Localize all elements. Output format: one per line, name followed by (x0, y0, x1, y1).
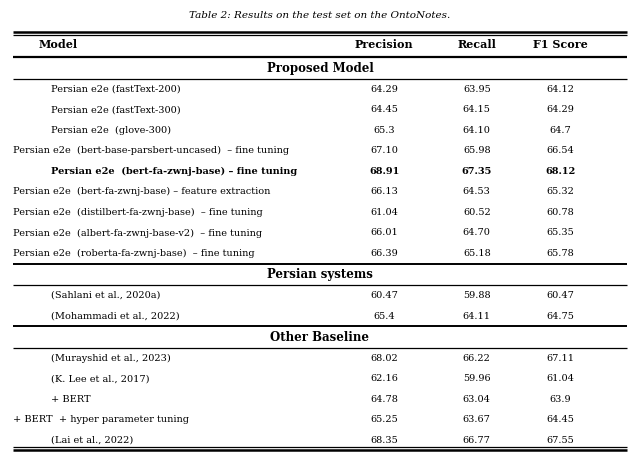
Text: Persian e2e  (bert-fa-zwnj-base) – feature extraction: Persian e2e (bert-fa-zwnj-base) – featur… (13, 187, 270, 197)
Text: 66.77: 66.77 (463, 436, 491, 445)
Text: + BERT  + hyper parameter tuning: + BERT + hyper parameter tuning (13, 415, 189, 424)
Text: Persian e2e (fastText-300): Persian e2e (fastText-300) (51, 105, 181, 114)
Text: 66.01: 66.01 (370, 228, 398, 238)
Text: 66.22: 66.22 (463, 354, 491, 363)
Text: 65.25: 65.25 (370, 415, 398, 424)
Text: 60.47: 60.47 (370, 291, 398, 300)
Text: 64.29: 64.29 (370, 85, 398, 94)
Text: (Sahlani et al., 2020a): (Sahlani et al., 2020a) (51, 291, 161, 300)
Text: 65.3: 65.3 (373, 126, 395, 135)
Text: 60.52: 60.52 (463, 208, 491, 217)
Text: 65.4: 65.4 (373, 312, 395, 320)
Text: 65.18: 65.18 (463, 249, 491, 258)
Text: 61.04: 61.04 (370, 208, 398, 217)
Text: 64.53: 64.53 (463, 187, 491, 197)
Text: 68.12: 68.12 (545, 167, 575, 176)
Text: 61.04: 61.04 (546, 374, 574, 383)
Text: 63.95: 63.95 (463, 85, 491, 94)
Text: 65.78: 65.78 (546, 249, 574, 258)
Text: 64.45: 64.45 (546, 415, 574, 424)
Text: 66.13: 66.13 (370, 187, 398, 197)
Text: Persian e2e  (roberta-fa-zwnj-base)  – fine tuning: Persian e2e (roberta-fa-zwnj-base) – fin… (13, 249, 255, 258)
Text: 64.45: 64.45 (370, 105, 398, 114)
Text: 63.9: 63.9 (549, 394, 571, 404)
Text: Proposed Model: Proposed Model (267, 62, 373, 75)
Text: 64.15: 64.15 (463, 105, 491, 114)
Text: 64.12: 64.12 (546, 85, 574, 94)
Text: 66.54: 66.54 (546, 147, 574, 155)
Text: Persian e2e  (distilbert-fa-zwnj-base)  – fine tuning: Persian e2e (distilbert-fa-zwnj-base) – … (13, 208, 262, 217)
Text: 64.29: 64.29 (546, 105, 574, 114)
Text: Precision: Precision (355, 39, 413, 50)
Text: Other Baseline: Other Baseline (271, 331, 369, 344)
Text: 68.02: 68.02 (370, 354, 398, 363)
Text: (Lai et al., 2022): (Lai et al., 2022) (51, 436, 134, 445)
Text: Persian e2e  (bert-fa-zwnj-base) – fine tuning: Persian e2e (bert-fa-zwnj-base) – fine t… (51, 167, 298, 176)
Text: 64.11: 64.11 (463, 312, 491, 320)
Text: 63.67: 63.67 (463, 415, 491, 424)
Text: 59.88: 59.88 (463, 291, 491, 300)
Text: Recall: Recall (458, 39, 496, 50)
Text: 60.47: 60.47 (546, 291, 574, 300)
Text: 64.78: 64.78 (370, 394, 398, 404)
Text: 65.35: 65.35 (546, 228, 574, 238)
Text: 60.78: 60.78 (546, 208, 574, 217)
Text: 64.75: 64.75 (546, 312, 574, 320)
Text: Persian systems: Persian systems (267, 268, 373, 281)
Text: 63.04: 63.04 (463, 394, 491, 404)
Text: 65.32: 65.32 (546, 187, 574, 197)
Text: 67.11: 67.11 (546, 354, 574, 363)
Text: 67.55: 67.55 (546, 436, 574, 445)
Text: Persian e2e (fastText-200): Persian e2e (fastText-200) (51, 85, 181, 94)
Text: 64.70: 64.70 (463, 228, 491, 238)
Text: Table 2: Results on the test set on the OntoNotes.: Table 2: Results on the test set on the … (189, 11, 451, 20)
Text: (Mohammadi et al., 2022): (Mohammadi et al., 2022) (51, 312, 180, 320)
Text: 67.10: 67.10 (370, 147, 398, 155)
Text: (Murayshid et al., 2023): (Murayshid et al., 2023) (51, 354, 171, 363)
Text: Model: Model (38, 39, 77, 50)
Text: 62.16: 62.16 (370, 374, 398, 383)
Text: F1 Score: F1 Score (532, 39, 588, 50)
Text: Persian e2e  (albert-fa-zwnj-base-v2)  – fine tuning: Persian e2e (albert-fa-zwnj-base-v2) – f… (13, 228, 262, 238)
Text: 67.35: 67.35 (461, 167, 492, 176)
Text: (K. Lee et al., 2017): (K. Lee et al., 2017) (51, 374, 150, 383)
Text: 68.35: 68.35 (370, 436, 398, 445)
Text: 64.10: 64.10 (463, 126, 491, 135)
Text: 66.39: 66.39 (370, 249, 398, 258)
Text: Persian e2e  (bert-base-parsbert-uncased)  – fine tuning: Persian e2e (bert-base-parsbert-uncased)… (13, 147, 289, 156)
Text: Persian e2e  (glove-300): Persian e2e (glove-300) (51, 126, 172, 135)
Text: 64.7: 64.7 (549, 126, 571, 135)
Text: 59.96: 59.96 (463, 374, 491, 383)
Text: + BERT: + BERT (51, 394, 91, 404)
Text: 65.98: 65.98 (463, 147, 491, 155)
Text: 68.91: 68.91 (369, 167, 399, 176)
